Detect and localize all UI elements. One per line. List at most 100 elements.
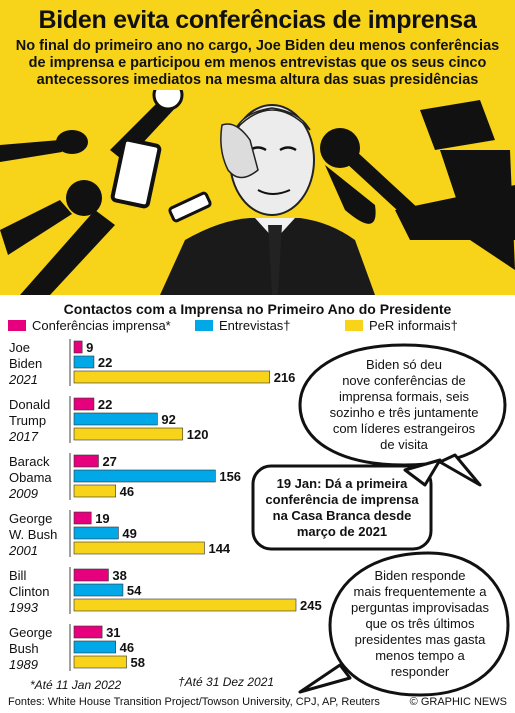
president-name: Biden: [9, 356, 43, 371]
president-year: 2001: [9, 543, 38, 558]
header-illustration-panel: Biden evita conferências de imprensa No …: [0, 0, 515, 295]
bar-value-label: 54: [127, 583, 142, 598]
bar-5-1: [73, 568, 109, 582]
president-year: 2009: [9, 486, 38, 501]
speech-bubble-3-tail: [298, 663, 352, 694]
president-name: Obama: [9, 470, 52, 485]
president-name: Clinton: [9, 584, 50, 599]
bar-6-1: [73, 625, 103, 639]
legend-label: Entrevistas†: [219, 318, 291, 333]
bar-5-2: [73, 583, 124, 597]
bar-1-1: [73, 340, 83, 354]
president-label: George W. Bush 2001: [9, 511, 57, 559]
bubble-line: conferência de imprensa: [265, 492, 419, 507]
bar-value-label: 9: [86, 340, 93, 355]
speech-bubble-2: [251, 464, 433, 551]
bar-value-label: 156: [219, 469, 241, 484]
page-title: Biden evita conferências de imprensa: [38, 6, 477, 34]
bar-3-1: [73, 454, 99, 468]
bar-value-label: 46: [120, 640, 134, 655]
bar-value-label: 22: [98, 397, 112, 412]
bar-value-label: 216: [274, 370, 296, 385]
bar-2-1: [73, 397, 95, 411]
bubble-line: Biden responde: [374, 568, 466, 583]
biden-figure-icon: [160, 104, 375, 295]
president-year: 2017: [9, 429, 38, 444]
bar-2-2: [73, 412, 158, 426]
footnote-dagger: †Até 31 Dez 2021: [178, 675, 275, 689]
bar-value-label: 19: [95, 511, 109, 526]
bubble-line: presidentes mas gasta: [354, 632, 486, 647]
president-label: Donald Trump 2017: [9, 397, 50, 445]
bar-4-2: [73, 526, 119, 540]
microphones-icon: [0, 90, 515, 295]
bubble-line: na Casa Branca desde: [272, 508, 412, 523]
legend-swatch: [195, 320, 213, 331]
speech-bubble-1-tail: [438, 453, 482, 487]
legend-swatch: [345, 320, 363, 331]
speech-bubble-shapes: [251, 343, 510, 697]
bar-4-1: [73, 511, 92, 525]
bar-3-3: [73, 484, 116, 498]
bar-1-3: [73, 370, 271, 384]
legend-label: PeR informais†: [369, 318, 458, 333]
chart-legend: Conferências imprensa* Entrevistas† PeR in…: [0, 318, 515, 336]
bar-value-label: 46: [120, 484, 134, 499]
president-name: Bush: [9, 641, 39, 656]
legend-item-2: Entrevistas†: [195, 318, 291, 333]
bar-value-label: 38: [112, 568, 126, 583]
president-name: George: [9, 511, 53, 526]
bubble-line: imprensa formais, seis: [338, 389, 470, 404]
president-name: Donald: [9, 397, 51, 412]
bubble-line: sozinho e três juntamente: [329, 405, 479, 420]
bar-value-label: 144: [208, 541, 230, 556]
credit-note: © GRAPHIC NEWS: [409, 696, 507, 708]
bubble-line: 19 Jan: Dá a primeira: [276, 476, 408, 491]
bar-6-2: [73, 640, 116, 654]
bar-value-label: 245: [300, 598, 322, 613]
phone-icon: [110, 137, 212, 223]
president-name: George: [9, 625, 53, 640]
bubble-line: responder: [390, 664, 450, 679]
bar-value-label: 92: [161, 412, 175, 427]
bubble-line: nove conferências de: [342, 373, 466, 388]
bubble-line: com líderes estrangeiros: [332, 421, 476, 436]
bar-2-3: [73, 427, 184, 441]
president-name: Trump: [9, 413, 47, 428]
legend-item-1: Conferências imprensa*: [8, 318, 171, 333]
sources-note: Fontes: White House Transition Project/T…: [8, 696, 380, 708]
speech-bubble-3: [328, 551, 510, 697]
bar-value-label: 31: [106, 625, 120, 640]
bar-3-2: [73, 469, 216, 483]
president-label: Joe Biden 2021: [9, 340, 42, 388]
president-year: 2021: [9, 372, 38, 387]
president-name: Bill: [9, 568, 27, 583]
president-year: 1989: [9, 657, 38, 672]
president-name: Joe: [9, 340, 30, 355]
bar-value-label: 58: [131, 655, 145, 670]
bar-5-3: [73, 598, 297, 612]
legend-item-3: PeR informais†: [345, 318, 458, 333]
president-label: Bill Clinton 1993: [9, 568, 49, 616]
bubble-line: de visita: [380, 437, 428, 452]
bar-value-label: 49: [122, 526, 136, 541]
bubble-line: menos tempo a: [375, 648, 465, 663]
press-illustration: [0, 90, 515, 295]
bubble-line: que os três últimos: [365, 616, 475, 631]
president-year: 1993: [9, 600, 38, 615]
footnote-asterisk: *Até 11 Jan 2022: [30, 678, 122, 692]
page-subtitle: No final do primeiro ano no cargo, Joe B…: [15, 38, 500, 88]
legend-swatch: [8, 320, 26, 331]
legend-label: Conferências imprensa*: [32, 318, 171, 333]
bubble-line: março de 2021: [296, 524, 388, 539]
bubble-line: perguntas improvisadas: [350, 600, 490, 615]
bar-6-3: [73, 655, 127, 669]
bar-1-2: [73, 355, 95, 369]
president-label: George Bush 1989: [9, 625, 52, 673]
speech-bubble-text-b3: Biden responde mais frequentemente a pergu…: [340, 568, 500, 680]
bar-value-label: 22: [98, 355, 112, 370]
speech-bubble-text-b1: Biden só deu nove conferências de imprensa…: [315, 357, 493, 453]
bubble-line: Biden só deu: [366, 357, 442, 372]
bar-4-3: [73, 541, 205, 555]
